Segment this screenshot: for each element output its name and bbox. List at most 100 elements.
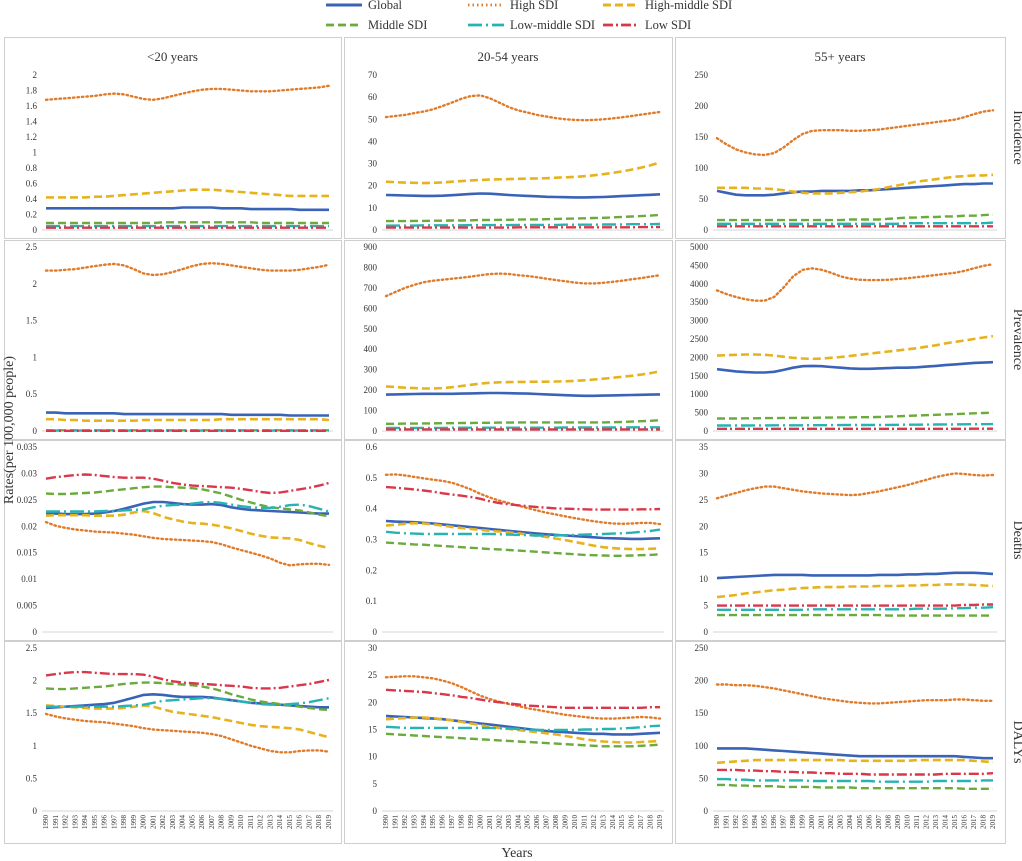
x-tick-label: 2009 [227, 815, 235, 830]
column-title-20-54-years: 20-54 years [477, 49, 538, 64]
y-tick-label: 0 [704, 627, 709, 637]
x-tick-label: 2013 [932, 815, 940, 830]
y-tick-label: 2 [33, 676, 38, 686]
series-line-low-middle-sdi [386, 222, 661, 227]
x-tick-label: 2018 [647, 815, 655, 830]
series-line-high-sdi [384, 473, 662, 526]
panel-deaths-55-plus-years: 0 5 10 15 20 25 30 35 [675, 440, 1006, 641]
legend-label-low-sdi: Low SDI [645, 18, 691, 32]
series-line-high-sdi [715, 472, 995, 500]
legend-item-high-middle-sdi: High-middle SDI [603, 0, 732, 12]
y-tick-label: 0.1 [366, 596, 377, 606]
y-tick-label: 40 [368, 136, 378, 146]
y-tick-label: 15 [368, 725, 378, 735]
x-tick-label: 2008 [218, 815, 226, 830]
y-tick-label: 700 [364, 283, 378, 293]
series-line-high-middle-sdi [385, 161, 661, 185]
y-tick-label: 20 [368, 181, 378, 191]
series-line-middle-sdi [717, 783, 993, 790]
panel-prevalence-20-54-years: 0 100 200 300 400 500 600 700 800 900 [344, 240, 673, 440]
series-line-high-sdi [384, 94, 662, 122]
panel-deaths-under-20-years: 0 0.005 0.01 0.015 0.02 0.025 0.03 0.035 [4, 440, 342, 641]
y-tick-label: 0.6 [366, 442, 378, 452]
y-tick-label: 200 [695, 676, 709, 686]
y-tick-label: 0 [33, 426, 38, 436]
series-line-global [45, 693, 329, 710]
x-tick-label: 2005 [856, 815, 864, 830]
panel-frame [675, 240, 1006, 440]
series-line-global [385, 714, 661, 736]
legend-item-low-sdi: Low SDI [603, 18, 691, 32]
panel-deaths-20-54-years: 0 0.1 0.2 0.3 0.4 0.5 0.6 [344, 440, 673, 641]
x-tick-label: 1997 [780, 815, 788, 830]
x-tick-label: 2009 [562, 815, 570, 830]
x-tick-label: 2010 [903, 815, 911, 830]
panel-incidence-under-20-years: 0 0.2 0.4 0.6 0.8 1 1.2 1.4 1.6 1.8 2 [4, 37, 342, 239]
panel-frame [4, 37, 342, 239]
y-tick-label: 30 [368, 159, 378, 169]
series-line-high-middle-sdi [385, 370, 661, 390]
panel-dalys-under-20-years: 0 0.5 1 1.5 2 2.5 1990 1991 1992 1993 1994 1995 1996… [4, 641, 342, 844]
series-line-high-sdi [715, 263, 995, 302]
x-tick-label: 2004 [179, 815, 187, 830]
series-line-global [717, 747, 993, 760]
series-line-low-middle-sdi [386, 426, 660, 430]
y-tick-label: 60 [368, 92, 378, 102]
x-tick-label: 1996 [770, 815, 778, 830]
y-tick-label: 20 [699, 521, 709, 531]
panel-frame [4, 440, 342, 641]
panel-prevalence-55-plus-years: 0 500 1000 1500 2000 2500 3000 3500 4000 4500 5000 [675, 240, 1006, 440]
series-line-low-middle-sdi [717, 777, 993, 783]
series-line-low-sdi [385, 688, 660, 709]
x-tick-label: 2007 [543, 815, 551, 830]
x-tick-label: 1993 [410, 815, 418, 830]
series-line-low-middle-sdi [717, 221, 994, 225]
y-tick-label: 4500 [690, 260, 709, 270]
x-tick-label: 2010 [237, 815, 245, 830]
column-title-under-20-years: <20 years [147, 49, 198, 64]
x-tick-label: 2012 [922, 815, 930, 830]
y-tick-label: 0 [33, 627, 38, 637]
y-tick-label: 2500 [690, 334, 709, 344]
x-tick-label: 2000 [476, 815, 484, 830]
y-tick-label: 200 [695, 101, 709, 111]
y-tick-label: 0.6 [26, 179, 38, 189]
x-tick-label: 1990 [382, 815, 390, 830]
row-label-dalys: DALYs [1010, 721, 1022, 764]
y-tick-label: 4000 [690, 279, 709, 289]
y-tick-label: 50 [368, 114, 378, 124]
x-tick-label: 2011 [913, 815, 921, 829]
series-line-high-middle-sdi [716, 334, 994, 361]
y-tick-label: 0 [373, 225, 378, 235]
y-tick-label: 0.8 [26, 163, 38, 173]
y-tick-label: 1.2 [26, 132, 37, 142]
y-tick-label: 0.03 [21, 468, 37, 478]
x-tick-label: 2002 [495, 815, 503, 830]
x-tick-label: 2006 [198, 815, 206, 830]
x-tick-label: 1997 [448, 815, 456, 830]
y-tick-label: 0.5 [26, 389, 38, 399]
column-titles: <20 years 20-54 years 55+ years [147, 49, 866, 64]
y-tick-label: 250 [695, 70, 709, 80]
column-title-55-plus-years: 55+ years [814, 49, 865, 64]
series-line-high-sdi [44, 262, 331, 277]
y-tick-label: 5 [704, 601, 709, 611]
panel-incidence-55-plus-years: 0 50 100 150 200 250 [675, 37, 1006, 239]
series-line-low-sdi [45, 473, 330, 495]
series-line-middle-sdi [717, 213, 994, 222]
series-line-global [385, 192, 661, 199]
x-tick-label: 2015 [951, 815, 959, 830]
y-tick-label: 100 [695, 163, 709, 173]
y-tick-label: 900 [364, 242, 378, 252]
series-line-low-sdi [385, 485, 661, 511]
y-tick-label: 20 [368, 697, 378, 707]
x-tick-label: 2013 [266, 815, 274, 830]
x-tick-label: 1992 [401, 815, 409, 830]
y-tick-label: 0.01 [21, 574, 37, 584]
x-tick-label: 1990 [42, 815, 50, 830]
y-tick-label: 0 [704, 225, 709, 235]
y-tick-label: 30 [699, 468, 709, 478]
y-tick-label: 100 [695, 741, 709, 751]
y-tick-label: 0.5 [26, 773, 38, 783]
